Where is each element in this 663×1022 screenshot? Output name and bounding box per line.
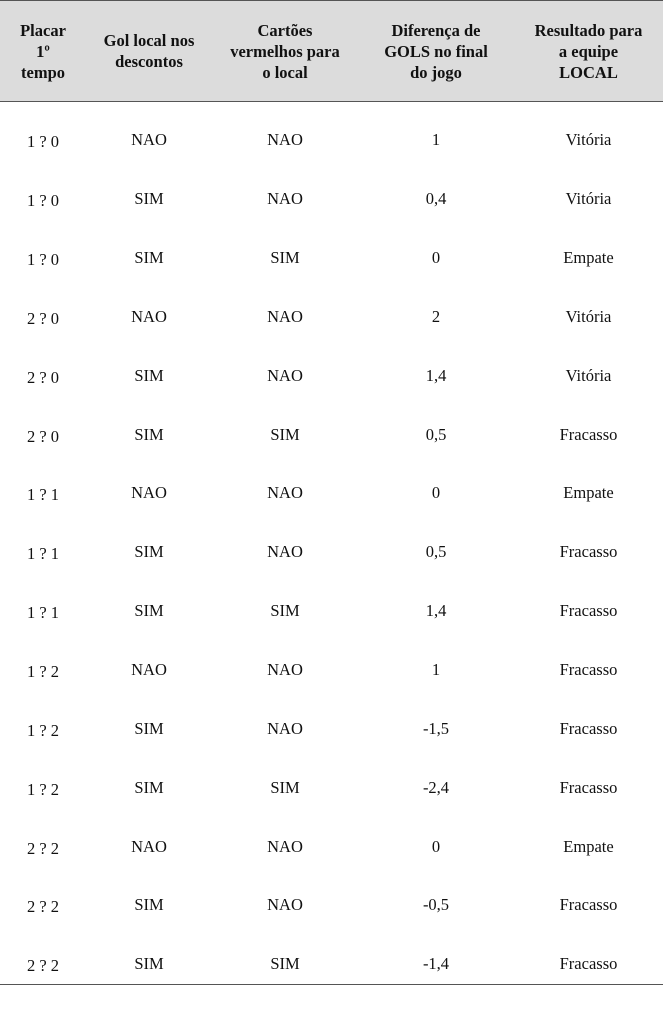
cell-diferenca: 0	[431, 836, 441, 856]
cell-gol-local: SIM	[134, 954, 164, 974]
cell-diferenca: -1,5	[422, 718, 450, 738]
cell-cartoes: NAO	[267, 542, 303, 562]
cell-placar: 1 ? 2	[26, 720, 60, 740]
cell-diferenca: 0	[431, 248, 441, 268]
table-row: 2 ? 0 SIM NAO 1,4 Vitória	[0, 346, 663, 405]
cell-resultado: Fracasso	[559, 424, 618, 444]
cell-resultado: Empate	[563, 248, 614, 268]
cell-resultado: Fracasso	[559, 601, 618, 621]
cell-diferenca: 2	[431, 306, 441, 326]
cell-diferenca: 1	[431, 660, 441, 680]
table-bottom-rule	[0, 984, 663, 985]
cell-gol-local: SIM	[134, 601, 164, 621]
cell-placar: 2 ? 0	[26, 426, 60, 446]
cell-gol-local: NAO	[131, 836, 167, 856]
cell-gol-local: NAO	[131, 483, 167, 503]
cell-gol-local: SIM	[134, 542, 164, 562]
cell-resultado: Fracasso	[559, 777, 618, 797]
cell-resultado: Fracasso	[559, 895, 618, 915]
cell-resultado: Vitória	[565, 365, 612, 385]
cell-cartoes: SIM	[270, 424, 300, 444]
cell-cartoes: SIM	[270, 954, 300, 974]
cell-resultado: Fracasso	[559, 954, 618, 974]
cell-resultado: Vitória	[565, 130, 612, 150]
cell-placar: 1 ? 0	[26, 132, 60, 152]
cell-gol-local: SIM	[134, 718, 164, 738]
table-row: 1 ? 0 SIM SIM 0 Empate	[0, 229, 663, 288]
header-cell-cartoes: Cartões vermelhos para o local	[230, 20, 340, 82]
header-cell-resultado: Resultado para a equipe LOCAL	[534, 20, 643, 82]
cell-cartoes: SIM	[270, 248, 300, 268]
cell-cartoes: SIM	[270, 777, 300, 797]
table-row: 1 ? 1 NAO NAO 0 Empate	[0, 464, 663, 523]
cell-placar: 2 ? 0	[26, 308, 60, 328]
table-row: 1 ? 1 SIM NAO 0,5 Fracasso	[0, 523, 663, 582]
header-cell-gol-local: Gol local nos descontos	[103, 31, 195, 71]
cell-placar: 1 ? 2	[26, 779, 60, 799]
cell-placar: 2 ? 2	[26, 897, 60, 917]
cell-diferenca: 0	[431, 483, 441, 503]
table-row: 1 ? 0 SIM NAO 0,4 Vitória	[0, 170, 663, 229]
cell-gol-local: SIM	[134, 365, 164, 385]
table-row: 2 ? 2 NAO NAO 0 Empate	[0, 817, 663, 876]
cell-cartoes: NAO	[267, 718, 303, 738]
cell-cartoes: NAO	[267, 189, 303, 209]
cell-diferenca: 0,5	[425, 424, 447, 444]
cell-placar: 1 ? 1	[26, 485, 60, 505]
cell-placar: 2 ? 0	[26, 367, 60, 387]
cell-resultado: Empate	[563, 483, 614, 503]
cell-diferenca: -2,4	[422, 777, 450, 797]
cell-gol-local: NAO	[131, 130, 167, 150]
cell-resultado: Vitória	[565, 306, 612, 326]
cell-placar: 1 ? 0	[26, 250, 60, 270]
cell-resultado: Vitória	[565, 189, 612, 209]
cell-diferenca: 0,4	[425, 189, 447, 209]
cell-diferenca: -1,4	[422, 954, 450, 974]
cell-placar: 1 ? 2	[26, 662, 60, 682]
cell-cartoes: NAO	[267, 306, 303, 326]
cell-gol-local: SIM	[134, 424, 164, 444]
cell-diferenca: 1,4	[425, 365, 447, 385]
cell-placar: 2 ? 2	[26, 956, 60, 976]
cell-resultado: Fracasso	[559, 542, 618, 562]
cell-diferenca: 0,5	[425, 542, 447, 562]
cell-cartoes: NAO	[267, 836, 303, 856]
cell-gol-local: SIM	[134, 189, 164, 209]
cell-resultado: Fracasso	[559, 718, 618, 738]
cell-resultado: Empate	[563, 836, 614, 856]
cell-placar: 2 ? 2	[26, 838, 60, 858]
table-row: 1 ? 0 NAO NAO 1 Vitória	[0, 111, 663, 170]
cell-placar: 1 ? 1	[26, 603, 60, 623]
cell-gol-local: NAO	[131, 660, 167, 680]
cell-cartoes: NAO	[267, 660, 303, 680]
cell-placar: 1 ? 0	[26, 191, 60, 211]
table-row: 1 ? 2 SIM NAO -1,5 Fracasso	[0, 699, 663, 758]
table-body: 1 ? 0 NAO NAO 1 Vitória 1 ? 0 SIM NAO 0,4 Vitória…	[0, 111, 663, 994]
cell-gol-local: SIM	[134, 777, 164, 797]
table-row: 1 ? 2 NAO NAO 1 Fracasso	[0, 641, 663, 700]
header-cell-diferenca: Diferença de GOLS no final do jogo	[384, 20, 488, 82]
cell-diferenca: -0,5	[422, 895, 450, 915]
table-row: 2 ? 0 SIM SIM 0,5 Fracasso	[0, 405, 663, 464]
cell-cartoes: NAO	[267, 365, 303, 385]
cell-cartoes: SIM	[270, 601, 300, 621]
cell-gol-local: SIM	[134, 248, 164, 268]
table-row: 1 ? 1 SIM SIM 1,4 Fracasso	[0, 582, 663, 641]
table-row: 2 ? 0 NAO NAO 2 Vitória	[0, 288, 663, 347]
table-row: 2 ? 2 SIM NAO -0,5 Fracasso	[0, 876, 663, 935]
cell-diferenca: 1,4	[425, 601, 447, 621]
cell-cartoes: NAO	[267, 483, 303, 503]
cell-diferenca: 1	[431, 130, 441, 150]
cell-placar: 1 ? 1	[26, 544, 60, 564]
cell-gol-local: SIM	[134, 895, 164, 915]
header-cell-placar: Placar 1º tempo	[20, 20, 66, 82]
cell-resultado: Fracasso	[559, 660, 618, 680]
table-row: 1 ? 2 SIM SIM -2,4 Fracasso	[0, 758, 663, 817]
cell-cartoes: NAO	[267, 130, 303, 150]
table-header: Placar 1º tempo Gol local nos descontos …	[0, 0, 663, 102]
table-row: 2 ? 2 SIM SIM -1,4 Fracasso	[0, 935, 663, 994]
cell-gol-local: NAO	[131, 306, 167, 326]
cell-cartoes: NAO	[267, 895, 303, 915]
